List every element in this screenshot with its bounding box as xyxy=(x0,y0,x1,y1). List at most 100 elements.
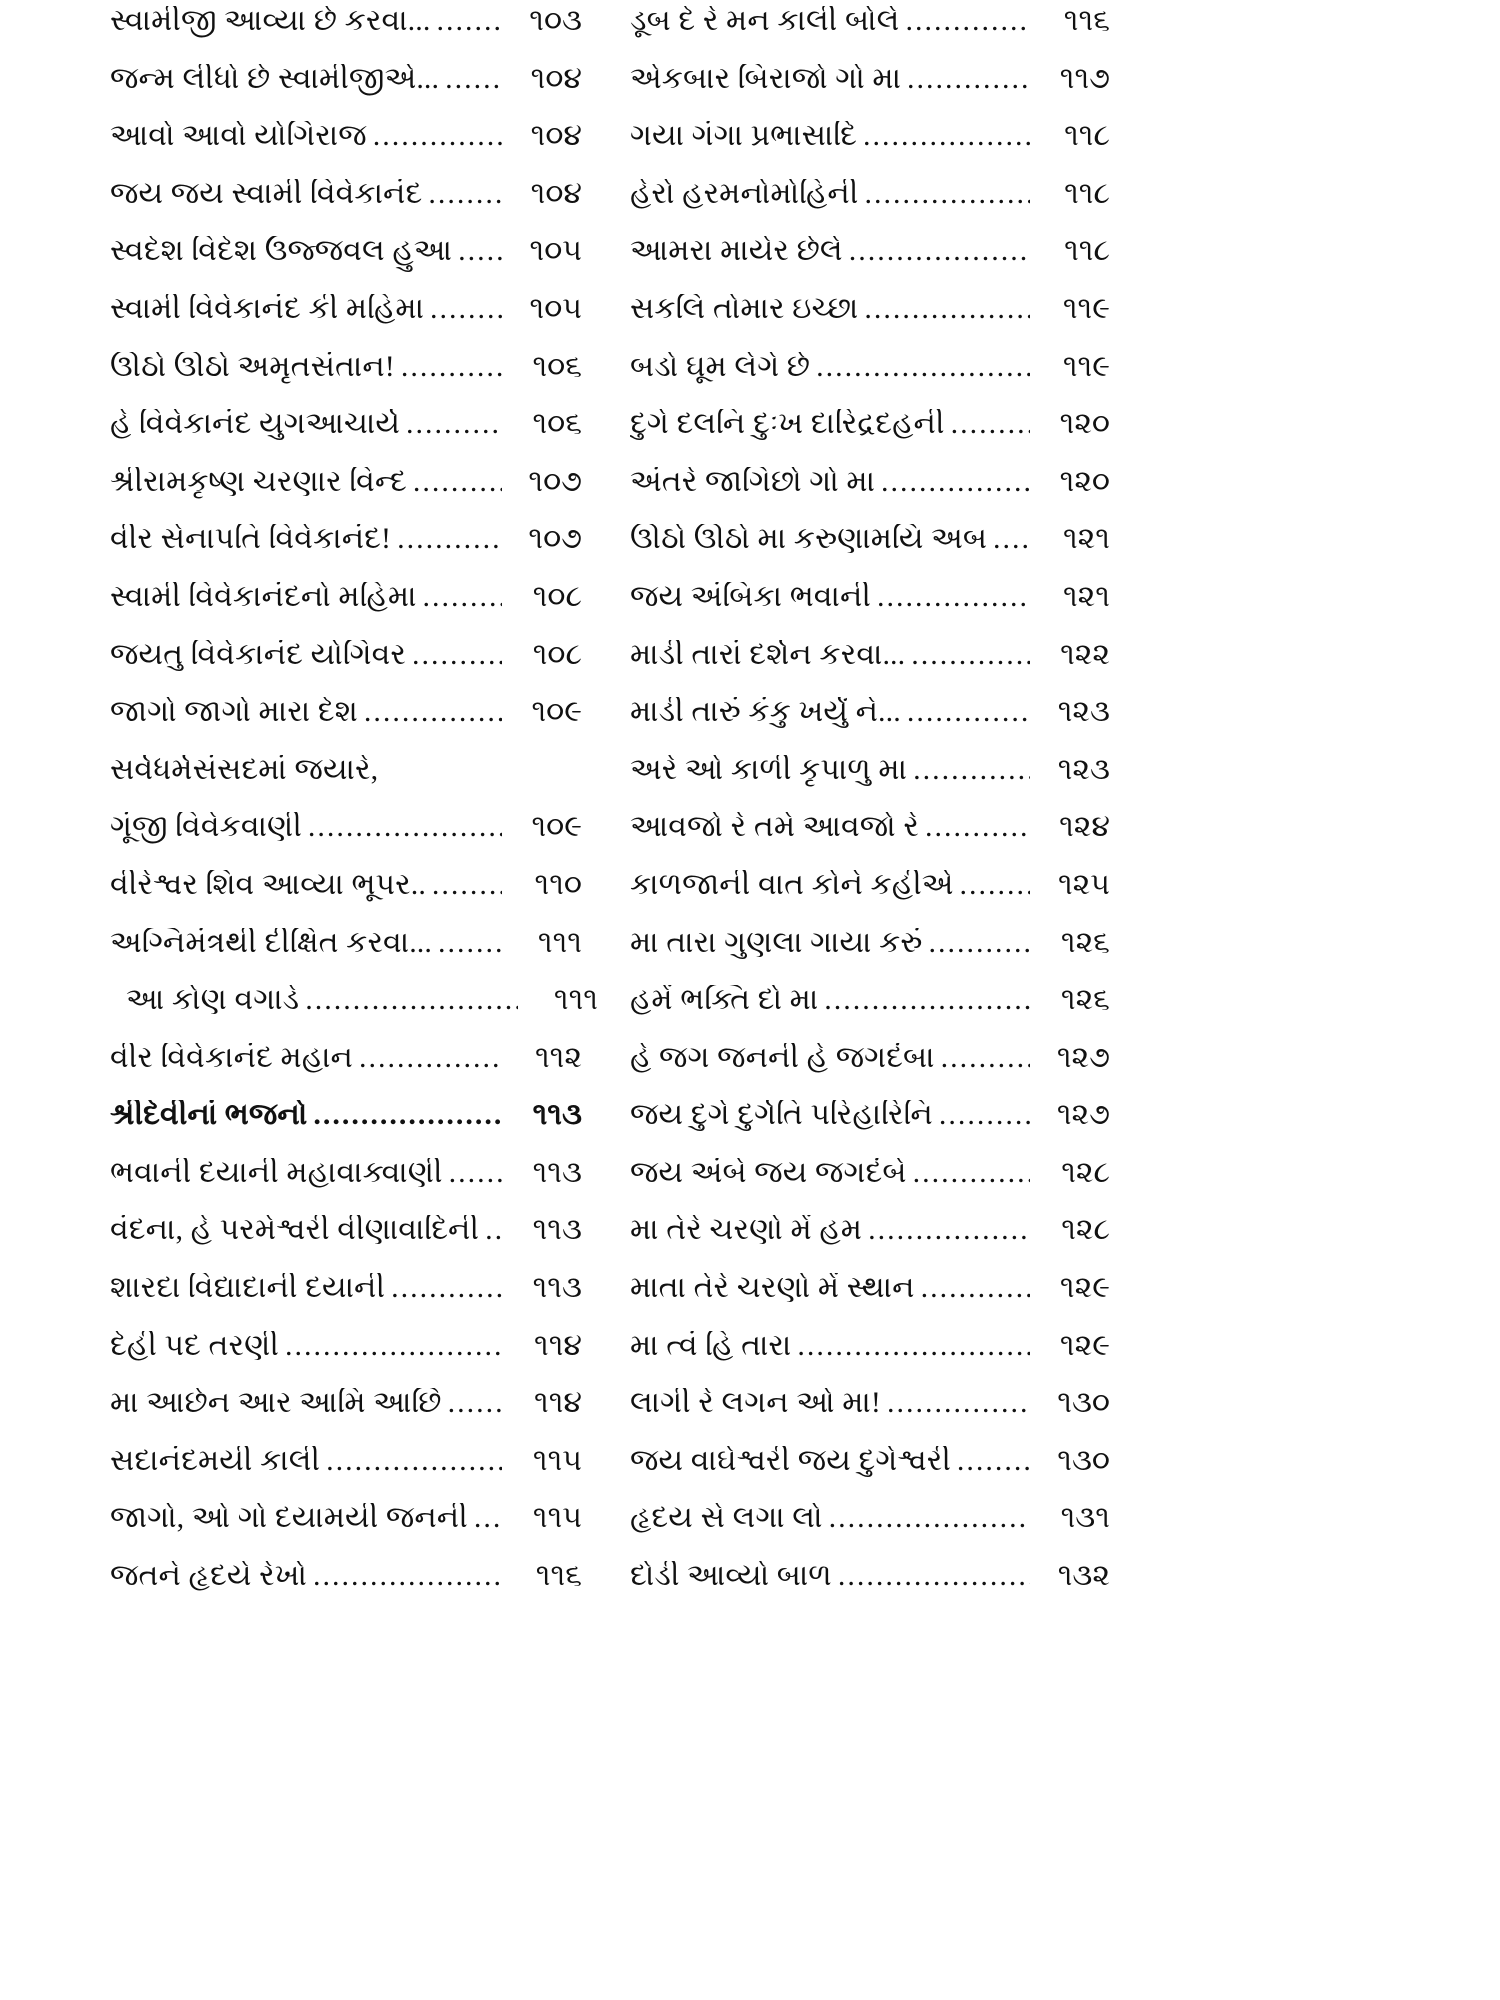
toc-entry[interactable]: જાગો, ઓ ગો દયામયી જનની ૧૧૫ xyxy=(110,1503,582,1561)
toc-entry[interactable]: જતને હૃદયે રેખો ૧૧૬ xyxy=(110,1561,582,1619)
toc-entry[interactable]: જયતુ વિવેકાનંદ યોગિવર ૧૦૮ xyxy=(110,640,582,698)
toc-entry-page-number: ૧૨૧ xyxy=(1062,524,1110,556)
toc-entry[interactable]: સ્વામીજી આવ્યા છે કરવા... ૧૦૩ xyxy=(110,6,582,64)
dot-leader xyxy=(445,64,502,94)
toc-entry[interactable]: અરે ઓ કાળી કૃપાળુ મા ૧૨૩ xyxy=(630,755,1110,813)
toc-entry-page-number: ૧૧૫ xyxy=(532,1503,582,1535)
toc-entry-page-number: ૧૧૨ xyxy=(534,1042,582,1074)
toc-entry-title: સ્વામીજી આવ્યા છે કરવા... xyxy=(110,6,431,37)
toc-entry[interactable]: સકલિ તોમાર ઇચ્છા ૧૧૯ xyxy=(630,294,1110,352)
toc-entry[interactable]: શ્રીદેવીનાં ભજનો ૧૧૩ xyxy=(110,1100,582,1158)
toc-entry-page-number: ૧૧૪ xyxy=(534,1330,582,1362)
toc-entry[interactable]: હે જગ જનની હે જગદંબા ૧૨૭ xyxy=(630,1043,1110,1101)
dot-leader xyxy=(907,697,1030,727)
toc-entry[interactable]: સ્વામી વિવેકાનંદનો મહિમા ૧૦૮ xyxy=(110,582,582,640)
toc-entry[interactable]: મા ત્વં હિ તારા ૧૨૯ xyxy=(630,1331,1110,1389)
toc-entry-page-number: ૧૨૬ xyxy=(1060,985,1110,1017)
dot-leader xyxy=(359,1043,502,1073)
toc-entry[interactable]: સ્વામી વિવેકાનંદ કી મહિમા ૧૦૫ xyxy=(110,294,582,352)
dot-leader xyxy=(448,1388,502,1418)
dot-leader xyxy=(406,409,502,439)
dot-leader xyxy=(925,812,1030,842)
toc-entry-title: આમરા માયેર છેલે xyxy=(630,236,843,268)
toc-entry[interactable]: સદાનંદમયી કાલી ૧૧૫ xyxy=(110,1446,582,1504)
toc-entry[interactable]: આવો આવો યોગિરાજ ૧૦૪ xyxy=(110,121,582,179)
dot-leader xyxy=(960,870,1030,900)
toc-entry[interactable]: લાગી રે લગન ઓ મા! ૧૩૦ xyxy=(630,1388,1110,1446)
toc-entry[interactable]: વીર સેનાપતિ વિવેકાનંદ! ૧૦૭ xyxy=(110,524,582,582)
toc-entry[interactable]: આ કોણ વગાડે ૧૧૧ xyxy=(110,985,598,1043)
toc-entry-title: વીર વિવેકાનંદ મહાન xyxy=(110,1042,353,1074)
toc-entry-title: મા આછેન આર આમિ આછિ xyxy=(110,1388,442,1420)
toc-entry[interactable]: જય અંબે જય જગદંબે ૧૨૮ xyxy=(630,1158,1110,1216)
toc-entry-page-number: ૧૧૯ xyxy=(1062,351,1110,383)
toc-entry[interactable]: હમેં ભક્તિ દો મા ૧૨૬ xyxy=(630,985,1110,1043)
toc-entry-page-number: ૧૩૨ xyxy=(1057,1561,1110,1593)
toc-entry[interactable]: સર્વધર્મસંસદમાં જયારે, xyxy=(110,755,582,813)
toc-entry[interactable]: જય દુર્ગે દુર્ગતિ પરિહારિનિ ૧૨૭ xyxy=(630,1100,1110,1158)
toc-entry[interactable]: ઊઠો ઊઠો અમૃતસંતાન! ૧૦૬ xyxy=(110,352,582,410)
toc-entry[interactable]: હૃદય સે લગા લો ૧૩૧ xyxy=(630,1503,1110,1561)
toc-entry[interactable]: આવજો રે તમે આવજો રે ૧૨૪ xyxy=(630,812,1110,870)
toc-entry[interactable]: જય જય સ્વામી વિવેકાનંદ ૧૦૪ xyxy=(110,179,582,237)
toc-entry[interactable]: આમરા માયેર છેલે ૧૧૮ xyxy=(630,236,1110,294)
toc-entry-page-number: ૧૧૪ xyxy=(534,1388,582,1420)
dot-leader xyxy=(313,1100,502,1130)
toc-entry[interactable]: માડી તારાં દર્શન કરવા... ૧૨૨ xyxy=(630,640,1110,698)
dot-leader xyxy=(326,1446,502,1476)
toc-entry[interactable]: વીર વિવેકાનંદ મહાન ૧૧૨ xyxy=(110,1043,582,1101)
dot-leader xyxy=(864,294,1030,324)
toc-entry[interactable]: કાળજાની વાત કોને કહીએ ૧૨૫ xyxy=(630,870,1110,928)
toc-entry-title: જય અંબે જય જગદંબે xyxy=(630,1157,907,1189)
toc-entry[interactable]: જાગો જાગો મારા દેશ ૧૦૯ xyxy=(110,697,582,755)
toc-entry[interactable]: વીરેશ્વર શિવ આવ્યા ભૂપર.. ૧૧૦ xyxy=(110,870,582,928)
toc-entry-title: જય દુર્ગે દુર્ગતિ પરિહારિનિ xyxy=(630,1100,933,1132)
toc-entry[interactable]: મા તેરે ચરણો મેં હમ ૧૨૮ xyxy=(630,1215,1110,1273)
toc-entry[interactable]: મા આછેન આર આમિ આછિ ૧૧૪ xyxy=(110,1388,582,1446)
toc-entry-title: સ્વામી વિવેકાનંદનો મહિમા xyxy=(110,581,417,613)
toc-entry[interactable]: બડો ઘૂમ લેગે છે ૧૧૯ xyxy=(630,352,1110,410)
toc-entry[interactable]: સ્વદેશ વિદેશ ઉજ્જવલ હુઆ ૧૦૫ xyxy=(110,236,582,294)
toc-entry[interactable]: મા તારા ગુણલા ગાયા કરું ૧૨૬ xyxy=(630,928,1110,986)
toc-entry[interactable]: એકબાર બિરાજો ગો મા ૧૧૭ xyxy=(630,64,1110,122)
dot-leader xyxy=(911,640,1030,670)
toc-entry-page-number: ૧૧૮ xyxy=(1064,121,1110,153)
toc-entry-page-number: ૧૦૬ xyxy=(532,351,582,383)
dot-leader xyxy=(430,294,502,324)
toc-entry[interactable]: માતા તેરે ચરણો મેં સ્થાન ૧૨૯ xyxy=(630,1273,1110,1331)
dot-leader xyxy=(993,524,1030,554)
dot-leader xyxy=(285,1331,502,1361)
toc-entry[interactable]: ડૂબ દે રે મન કાલી બોલે ૧૧૬ xyxy=(630,6,1110,64)
toc-entry-title: દેહી પદ તરણી xyxy=(110,1330,279,1362)
toc-entry[interactable]: ગયા ગંગા પ્રભાસાદિ ૧૧૮ xyxy=(630,121,1110,179)
toc-entry[interactable]: શારદા વિદ્યાદાની દયાની ૧૧૩ xyxy=(110,1273,582,1331)
toc-columns: સ્વામીજી આવ્યા છે કરવા... ૧૦૩ જન્મ લીધો છે… xyxy=(110,6,1400,1619)
toc-entry-title: જતને હૃદયે રેખો xyxy=(110,1561,307,1593)
toc-entry[interactable]: ગૂંજી વિવેકવાણી ૧૦૯ xyxy=(110,812,582,870)
toc-entry[interactable]: અંતરે જાગિછો ગો મા ૧૨૦ xyxy=(630,467,1110,525)
toc-entry[interactable]: અગ્નિમંત્રથી દીક્ષિત કરવા... ૧૧૧ xyxy=(110,928,582,986)
toc-entry-title: સ્વદેશ વિદેશ ઉજ્જવલ હુઆ xyxy=(110,236,453,268)
toc-entry[interactable]: માડી તારું કંકુ ખર્યું ને... ૧૨૩ xyxy=(630,697,1110,755)
toc-entry[interactable]: વંદના, હે પરમેશ્વરી વીણાવાદિની ૧૧૩ xyxy=(110,1215,582,1273)
toc-entry[interactable]: હેરો હરમનોમોહિની ૧૧૮ xyxy=(630,179,1110,237)
toc-entry-title: જયતુ વિવેકાનંદ યોગિવર xyxy=(110,639,406,671)
toc-entry-title: ઊઠો ઊઠો મા કરુણામયિ અબ xyxy=(630,524,988,556)
toc-entry-page-number: ૧૦૪ xyxy=(530,178,582,210)
toc-entry-page-number: ૧૦૭ xyxy=(528,524,582,556)
toc-entry-title: લાગી રે લગન ઓ મા! xyxy=(630,1388,881,1420)
toc-entry[interactable]: ઊઠો ઊઠો મા કરુણામયિ અબ ૧૨૧ xyxy=(630,524,1110,582)
toc-entry[interactable]: ભવાની દયાની મહાવાક્વાણી ૧૧૩ xyxy=(110,1158,582,1216)
toc-entry[interactable]: દુર્ગે દલનિ દુઃખ દારિદ્રદહની ૧૨૦ xyxy=(630,409,1110,467)
toc-entry[interactable]: હે વિવેકાનંદ યુગઆચાર્ય ૧૦૬ xyxy=(110,409,582,467)
dot-leader xyxy=(951,409,1030,439)
dot-leader xyxy=(438,928,502,958)
toc-entry[interactable]: દેહી પદ તરણી ૧૧૪ xyxy=(110,1331,582,1389)
toc-entry-title: માડી તારાં દર્શન કરવા... xyxy=(630,639,906,671)
toc-entry[interactable]: જન્મ લીધો છે સ્વામીજીએ... ૧૦૪ xyxy=(110,64,582,122)
toc-entry[interactable]: શ્રીરામકૃષ્ણ ચરણાર વિન્દ ૧૦૭ xyxy=(110,467,582,525)
dot-leader xyxy=(928,928,1030,958)
toc-entry[interactable]: દોડી આવ્યો બાળ ૧૩૨ xyxy=(630,1561,1110,1619)
toc-entry[interactable]: જય વાઘેશ્વરી જય દુર્ગેશ્વરી ૧૩૦ xyxy=(630,1446,1110,1504)
toc-entry[interactable]: જય અંબિકા ભવાની ૧૨૧ xyxy=(630,582,1110,640)
